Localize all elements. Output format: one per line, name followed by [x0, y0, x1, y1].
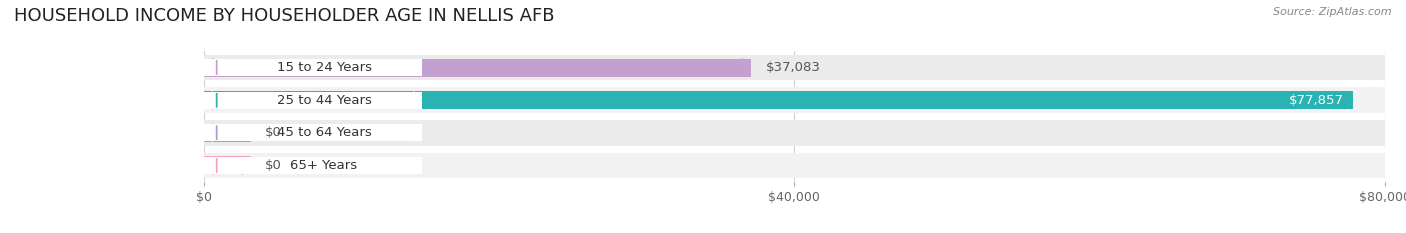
Bar: [204, 153, 1385, 178]
Text: $37,083: $37,083: [765, 61, 820, 74]
Bar: [204, 92, 422, 109]
Bar: [204, 91, 1353, 109]
Text: 65+ Years: 65+ Years: [291, 159, 357, 172]
Bar: [204, 157, 252, 174]
Bar: [204, 55, 1385, 80]
Text: 25 to 44 Years: 25 to 44 Years: [277, 94, 371, 107]
Text: 15 to 24 Years: 15 to 24 Years: [277, 61, 371, 74]
Text: $0: $0: [266, 126, 283, 139]
Bar: [204, 124, 252, 142]
Bar: [204, 120, 1385, 146]
Text: 45 to 64 Years: 45 to 64 Years: [277, 126, 371, 139]
Text: $77,857: $77,857: [1289, 94, 1344, 107]
Bar: [204, 124, 422, 141]
Bar: [204, 58, 751, 76]
Bar: [204, 157, 422, 174]
Text: HOUSEHOLD INCOME BY HOUSEHOLDER AGE IN NELLIS AFB: HOUSEHOLD INCOME BY HOUSEHOLDER AGE IN N…: [14, 7, 554, 25]
Bar: [204, 59, 422, 76]
Text: $0: $0: [266, 159, 283, 172]
Bar: [204, 87, 1385, 113]
Text: Source: ZipAtlas.com: Source: ZipAtlas.com: [1274, 7, 1392, 17]
